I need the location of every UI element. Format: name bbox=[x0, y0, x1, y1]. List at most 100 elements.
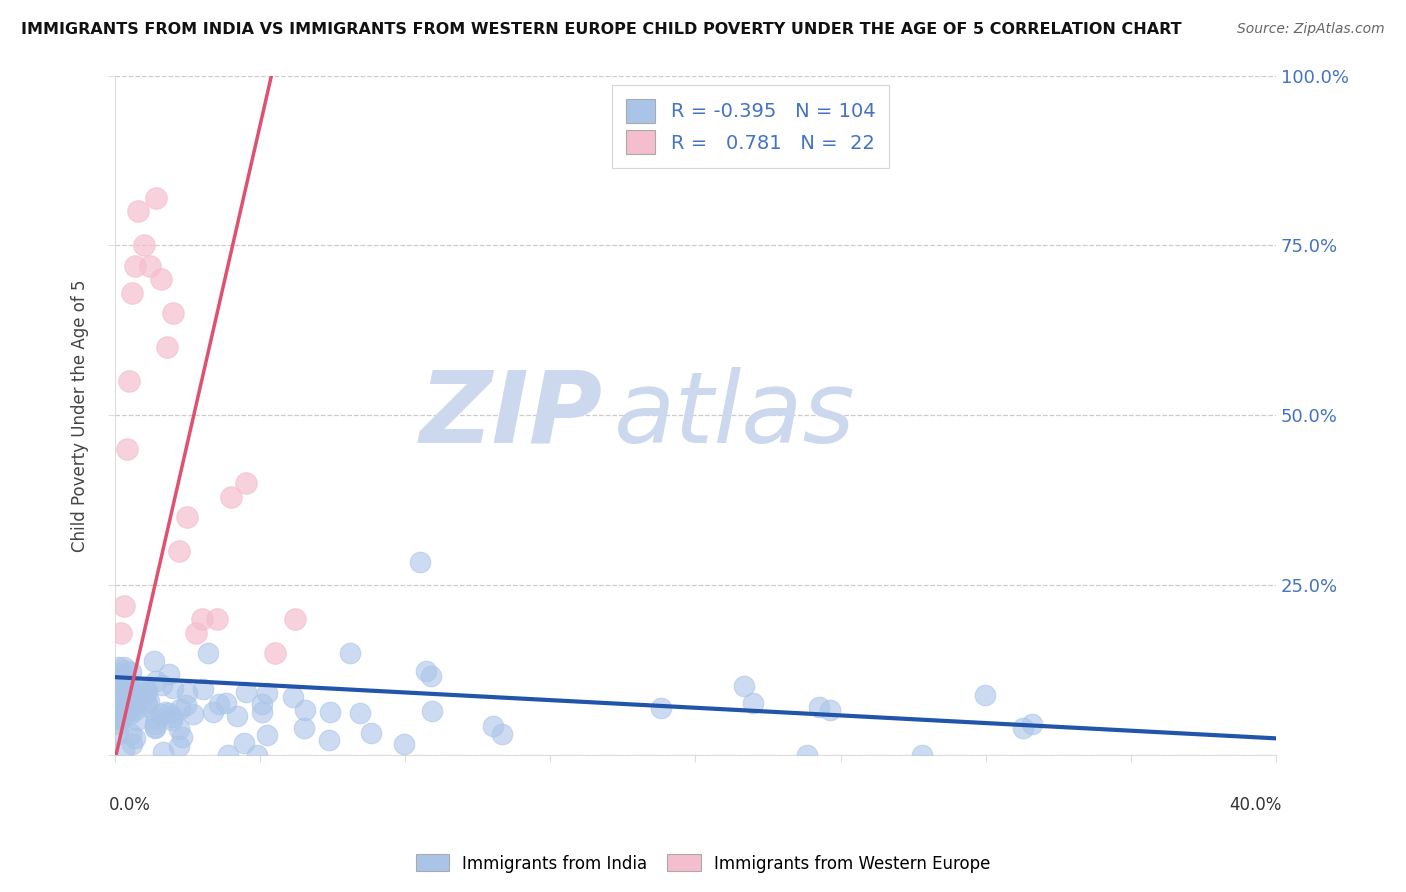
Point bbox=[205, 612, 228, 626]
Point bbox=[169, 702, 191, 716]
Text: 0.0%: 0.0% bbox=[110, 797, 150, 814]
Point bbox=[167, 723, 190, 737]
Point bbox=[107, 712, 129, 726]
Point bbox=[128, 687, 150, 701]
Point bbox=[115, 442, 138, 457]
Point bbox=[650, 701, 672, 715]
Point bbox=[250, 697, 273, 711]
Point bbox=[149, 707, 172, 722]
Point bbox=[162, 713, 184, 727]
Point bbox=[482, 719, 505, 733]
Point bbox=[1012, 721, 1035, 735]
Point bbox=[818, 703, 841, 717]
Point bbox=[107, 671, 129, 685]
Text: 40.0%: 40.0% bbox=[1229, 797, 1282, 814]
Point bbox=[256, 728, 278, 742]
Point bbox=[111, 698, 134, 712]
Point bbox=[134, 680, 156, 694]
Point bbox=[136, 698, 159, 713]
Point bbox=[157, 706, 180, 721]
Point bbox=[127, 204, 149, 219]
Point bbox=[263, 646, 285, 660]
Point bbox=[741, 697, 763, 711]
Point bbox=[145, 674, 167, 689]
Point bbox=[114, 686, 136, 700]
Point bbox=[807, 699, 830, 714]
Point bbox=[186, 626, 208, 640]
Point bbox=[135, 696, 157, 710]
Point bbox=[120, 665, 142, 680]
Point bbox=[235, 685, 257, 699]
Point bbox=[153, 705, 176, 719]
Point bbox=[911, 748, 934, 763]
Point bbox=[121, 737, 143, 751]
Point bbox=[124, 259, 146, 273]
Point bbox=[132, 238, 155, 252]
Point bbox=[107, 660, 129, 674]
Point bbox=[124, 703, 146, 717]
Point bbox=[226, 709, 249, 723]
Point bbox=[233, 736, 256, 750]
Point bbox=[218, 748, 240, 763]
Point bbox=[284, 612, 307, 626]
Point bbox=[215, 696, 238, 710]
Point bbox=[145, 711, 167, 725]
Point bbox=[491, 727, 513, 741]
Point bbox=[108, 680, 131, 694]
Point bbox=[162, 681, 184, 695]
Point bbox=[252, 705, 274, 719]
Point bbox=[139, 259, 162, 273]
Point bbox=[294, 703, 316, 717]
Point bbox=[112, 742, 135, 756]
Point bbox=[176, 510, 198, 524]
Point bbox=[191, 682, 214, 697]
Point bbox=[114, 660, 136, 674]
Point bbox=[156, 341, 179, 355]
Point bbox=[339, 646, 361, 660]
Point bbox=[420, 704, 443, 718]
Point bbox=[167, 544, 190, 558]
Point bbox=[110, 706, 132, 720]
Point bbox=[235, 476, 257, 491]
Point bbox=[181, 707, 204, 722]
Point bbox=[112, 599, 135, 613]
Point bbox=[135, 684, 157, 698]
Point bbox=[121, 690, 143, 704]
Point bbox=[281, 690, 304, 704]
Point bbox=[112, 681, 135, 695]
Point bbox=[409, 555, 432, 569]
Text: ZIP: ZIP bbox=[419, 367, 603, 464]
Point bbox=[392, 737, 415, 751]
Point bbox=[152, 745, 174, 759]
Point bbox=[973, 688, 995, 702]
Point bbox=[118, 375, 141, 389]
Point bbox=[124, 731, 146, 745]
Point bbox=[131, 693, 153, 707]
Point bbox=[197, 646, 219, 660]
Point bbox=[246, 748, 269, 763]
Point bbox=[107, 711, 129, 725]
Point bbox=[110, 690, 132, 705]
Point bbox=[143, 721, 166, 735]
Point bbox=[256, 686, 278, 700]
Point bbox=[176, 698, 198, 712]
Point bbox=[150, 678, 173, 692]
Point bbox=[796, 748, 818, 763]
Point bbox=[419, 669, 441, 683]
Point bbox=[415, 664, 437, 678]
Point bbox=[107, 727, 129, 741]
Point bbox=[110, 626, 132, 640]
Point bbox=[349, 706, 371, 720]
Point bbox=[191, 612, 214, 626]
Point bbox=[294, 722, 316, 736]
Point bbox=[201, 705, 224, 719]
Point bbox=[115, 692, 138, 706]
Point bbox=[108, 716, 131, 731]
Point bbox=[107, 674, 129, 689]
Point bbox=[318, 705, 340, 719]
Point bbox=[162, 306, 184, 320]
Point bbox=[136, 684, 159, 698]
Point bbox=[114, 678, 136, 692]
Point bbox=[318, 733, 340, 747]
Text: IMMIGRANTS FROM INDIA VS IMMIGRANTS FROM WESTERN EUROPE CHILD POVERTY UNDER THE : IMMIGRANTS FROM INDIA VS IMMIGRANTS FROM… bbox=[21, 22, 1181, 37]
